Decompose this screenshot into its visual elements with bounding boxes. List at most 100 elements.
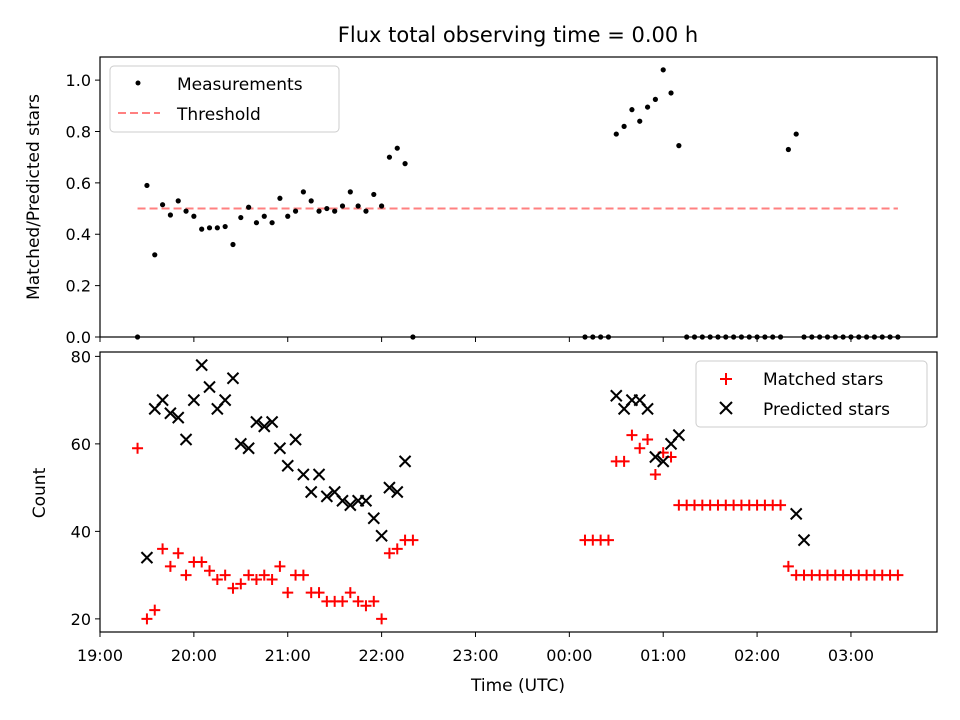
predicted-star-point	[242, 442, 255, 455]
measurement-point	[637, 118, 643, 124]
predicted-star-point	[195, 358, 208, 372]
predicted-star-point	[649, 450, 662, 464]
x-tick-label: 01:00	[640, 646, 686, 665]
matched-star-point	[368, 595, 380, 607]
measurement-point	[355, 203, 361, 209]
y-tick-label: 0.0	[66, 328, 91, 347]
predicted-star-point	[391, 485, 404, 499]
predicted-star-point	[218, 393, 232, 407]
matched-star-point	[180, 569, 192, 581]
measurement-point	[183, 208, 189, 214]
bottom-data-marks	[132, 358, 904, 625]
measurement-point	[785, 146, 791, 153]
measurement-point	[660, 67, 666, 73]
predicted-star-point	[641, 402, 654, 416]
y-tick-label: 0.2	[66, 277, 91, 296]
measurement-point	[613, 131, 619, 137]
matched-star-point	[634, 442, 646, 454]
predicted-star-point	[297, 468, 310, 481]
matched-star-point	[344, 587, 356, 599]
predicted-star-point	[320, 490, 334, 503]
matched-star-point	[250, 574, 262, 585]
measurement-point	[644, 104, 651, 110]
x-tick-label: 00:00	[546, 646, 592, 665]
predicted-star-point	[359, 494, 373, 507]
measurement-point	[621, 123, 627, 129]
matched-star-point	[274, 560, 286, 572]
matched-star-point	[313, 587, 325, 599]
top-data-marks	[134, 67, 901, 340]
x-tick-label: 23:00	[452, 646, 498, 665]
matched-star-point	[157, 543, 169, 555]
top-axes-frame	[99, 56, 938, 338]
bottom-axes: 20 40 60 80 19:00 20:00 21:00 22:00 23:00 00:00 0…	[30, 347, 938, 696]
matched-star-point	[204, 565, 216, 577]
measurement-point	[246, 204, 252, 210]
measurement-point	[668, 90, 674, 96]
measurement-point	[339, 203, 346, 209]
measurement-point	[144, 182, 150, 189]
matched-star-point	[352, 595, 364, 607]
predicted-star-point	[398, 455, 412, 468]
predicted-star-point	[367, 512, 380, 525]
predicted-star-point	[383, 481, 396, 494]
predicted-star-point	[172, 411, 185, 424]
y-tick-label: 40	[71, 522, 91, 541]
predicted-star-point	[789, 507, 803, 521]
measurement-point	[629, 107, 635, 113]
matched-star-point	[892, 569, 904, 581]
measurement-point	[402, 161, 408, 167]
legend-label-matched: Matched stars	[763, 370, 883, 390]
measurement-point	[253, 220, 260, 226]
bottom-y-axis-label: Count	[30, 467, 50, 518]
measurement-point	[175, 198, 181, 204]
matched-star-point	[383, 547, 395, 559]
legend-label-threshold: Threshold	[176, 105, 261, 125]
predicted-star-point	[226, 372, 240, 385]
measurement-point	[214, 225, 220, 231]
predicted-star-point	[258, 420, 271, 433]
matched-star-point	[626, 429, 638, 441]
matched-star-point	[782, 560, 794, 572]
top-axes: 0.0 0.2 0.4 0.6 0.8 1.0 Matched/Predicted sta…	[24, 56, 938, 347]
legend-marker-predicted	[719, 401, 733, 415]
predicted-star-point	[336, 494, 349, 507]
matched-star-point	[164, 560, 176, 572]
matched-star-point	[235, 578, 247, 590]
predicted-star-point	[657, 455, 670, 468]
predicted-star-point	[265, 415, 279, 429]
measurement-point	[167, 212, 174, 218]
matched-star-point	[391, 543, 403, 555]
measurement-point	[292, 208, 299, 214]
bottom-y-ticks: 20 40 60 80	[71, 347, 100, 629]
x-tick-label: 21:00	[265, 646, 311, 665]
matched-star-point	[258, 569, 270, 581]
measurement-point	[308, 198, 314, 204]
measurement-point	[793, 131, 799, 137]
matched-star-point	[211, 574, 223, 585]
predicted-star-point	[672, 428, 686, 442]
matched-star-point	[282, 587, 294, 599]
predicted-star-point	[140, 551, 154, 564]
top-x-ticks	[99, 337, 852, 342]
matched-star-point	[336, 595, 348, 607]
matched-star-point	[132, 442, 144, 454]
predicted-star-point	[610, 389, 623, 402]
predicted-star-point	[164, 407, 177, 420]
measurement-point	[300, 189, 306, 195]
x-tick-label: 22:00	[359, 646, 405, 665]
measurement-point	[277, 195, 283, 201]
measurement-point	[199, 226, 205, 232]
measurement-point	[206, 225, 213, 231]
predicted-star-point	[312, 468, 326, 481]
predicted-star-point	[203, 380, 216, 394]
measurement-point	[652, 96, 658, 102]
measurement-point	[324, 205, 330, 212]
measurement-point	[316, 208, 322, 214]
y-tick-label: 20	[71, 610, 91, 629]
matched-star-point	[649, 469, 661, 480]
measurement-point	[285, 213, 291, 219]
measurement-point	[371, 191, 377, 198]
legend-label-predicted: Predicted stars	[763, 400, 890, 420]
